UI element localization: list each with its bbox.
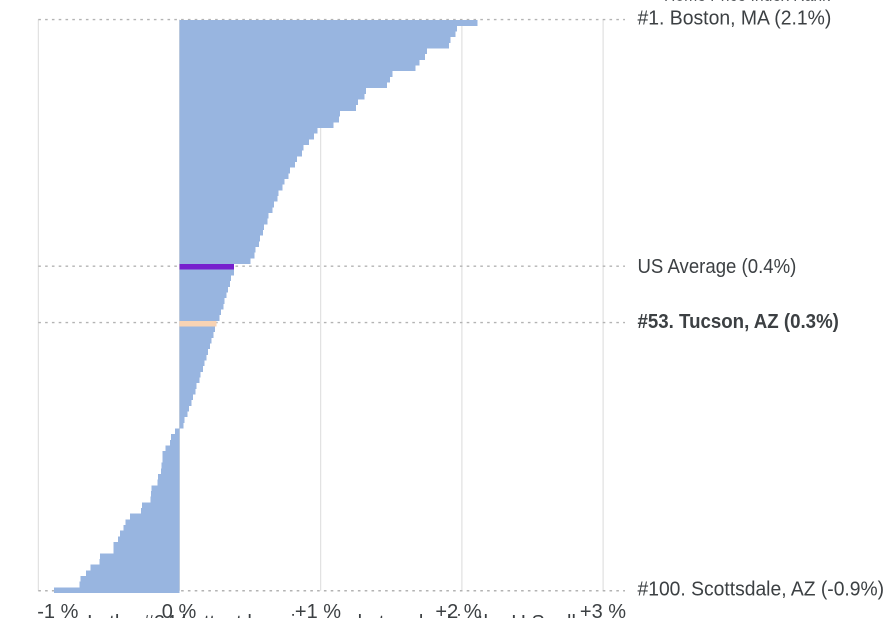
- svg-text:0 %: 0 %: [162, 601, 197, 618]
- svg-text:#1. Boston, MA (2.1%): #1. Boston, MA (2.1%): [638, 7, 832, 29]
- svg-text:In the #24 hottest housing mar: In the #24 hottest housing market ranked…: [87, 612, 645, 618]
- svg-text:US Average (0.4%): US Average (0.4%): [638, 256, 797, 278]
- svg-text:-1 %: -1 %: [37, 601, 78, 618]
- svg-text:#100. Scottsdale, AZ (-0.9%): #100. Scottsdale, AZ (-0.9%): [638, 579, 885, 601]
- svg-text:+2 %: +2 %: [435, 601, 481, 618]
- svg-text:+1 %: +1 %: [295, 601, 341, 618]
- svg-text:+3 %: +3 %: [580, 601, 626, 618]
- svg-text:Home Price Index Rank: Home Price Index Rank: [664, 0, 831, 6]
- svg-text:#53. Tucson, AZ (0.3%): #53. Tucson, AZ (0.3%): [638, 311, 839, 333]
